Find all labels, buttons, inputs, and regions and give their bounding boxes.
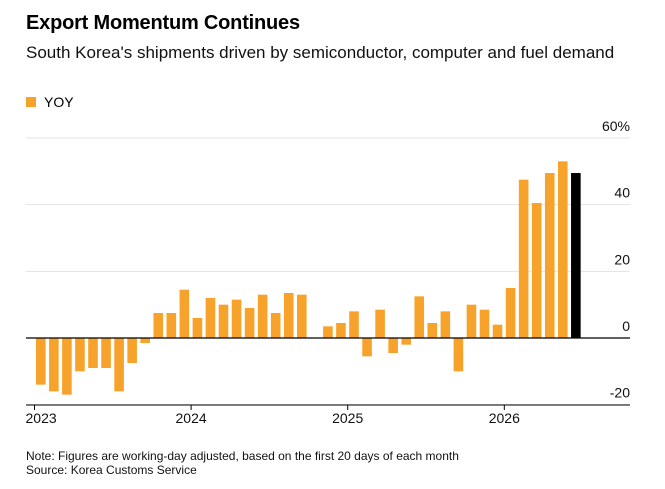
bar xyxy=(297,294,307,338)
x-tick-label: 2023 xyxy=(26,410,57,426)
bar xyxy=(505,288,516,338)
bar xyxy=(558,161,568,338)
bar xyxy=(427,323,438,338)
bar xyxy=(492,324,503,338)
source-note: Source: Korea Customs Service xyxy=(26,463,197,477)
bar xyxy=(349,311,359,338)
bar xyxy=(231,299,242,338)
bar xyxy=(323,326,333,338)
bar xyxy=(440,311,451,338)
bar xyxy=(140,338,150,343)
bar xyxy=(414,296,425,338)
bar xyxy=(362,338,372,357)
x-tick-label: 2025 xyxy=(332,410,363,426)
bar xyxy=(62,338,72,395)
y-tick-label: 20 xyxy=(614,251,630,267)
bar xyxy=(257,294,268,338)
legend-label: YOY xyxy=(44,94,74,110)
bar xyxy=(479,309,490,338)
bar xyxy=(388,338,398,353)
bar xyxy=(544,173,555,338)
bar xyxy=(518,179,529,338)
legend-swatch xyxy=(26,97,36,107)
bar xyxy=(283,293,294,338)
y-tick-label: 60% xyxy=(602,118,630,134)
bar-latest xyxy=(571,173,581,338)
y-tick-label: -20 xyxy=(610,385,630,401)
bar xyxy=(244,308,255,338)
bar xyxy=(453,338,464,372)
bar xyxy=(375,309,385,338)
bar xyxy=(466,304,477,338)
bar xyxy=(401,338,411,345)
y-tick-label: 40 xyxy=(614,185,630,201)
chart-subtitle: South Korea's shipments driven by semico… xyxy=(26,43,615,62)
bar xyxy=(88,338,98,368)
bar xyxy=(36,338,46,385)
bar xyxy=(101,338,111,368)
y-tick-label: 0 xyxy=(622,318,630,334)
bar xyxy=(75,338,85,372)
bar xyxy=(218,304,229,338)
chart-title: Export Momentum Continues xyxy=(26,12,300,34)
bar xyxy=(153,313,164,338)
bar xyxy=(205,298,216,338)
x-tick-label: 2026 xyxy=(489,410,520,426)
bar xyxy=(114,338,124,392)
bar-chart: 60% 40 20 0 -20 2023 2024 2025 2026 xyxy=(26,118,631,426)
bar xyxy=(166,313,177,338)
bar xyxy=(192,318,203,338)
bar xyxy=(531,203,542,338)
bar xyxy=(179,289,190,338)
footnote: Note: Figures are working-day adjusted, … xyxy=(26,449,459,463)
bar xyxy=(270,313,281,338)
legend: YOY xyxy=(26,94,74,110)
x-tick-label: 2024 xyxy=(176,410,207,426)
bar xyxy=(127,338,137,363)
bar xyxy=(336,323,346,338)
bar xyxy=(49,338,59,392)
